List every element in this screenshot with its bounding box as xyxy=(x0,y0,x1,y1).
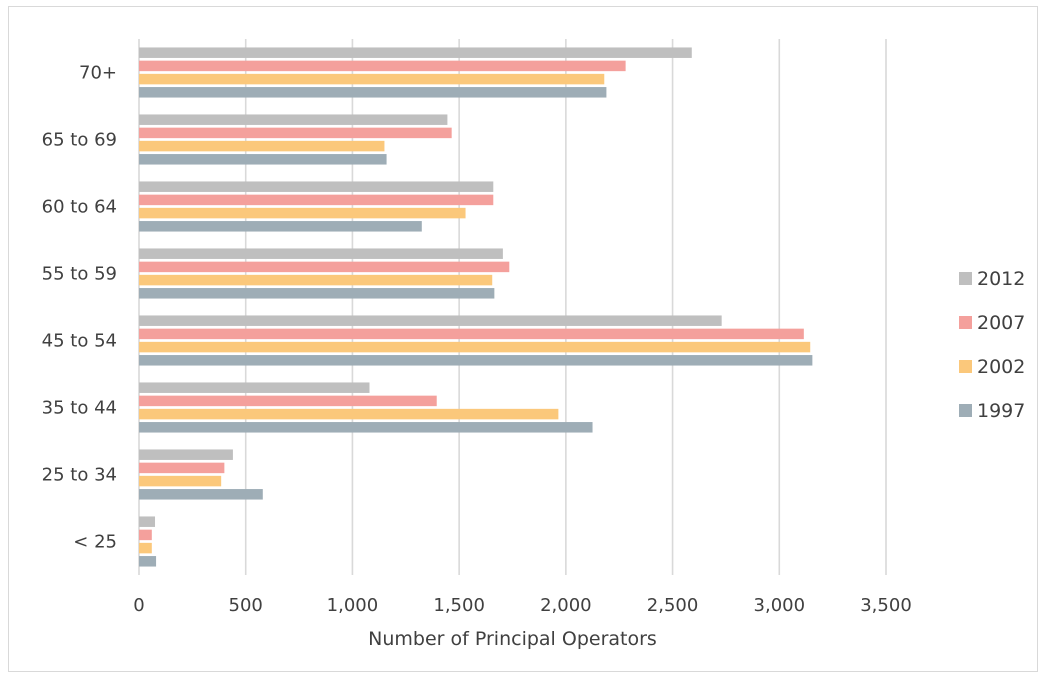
bar-2007-7 xyxy=(139,529,152,541)
x-tick-labels: 0 500 1,000 1,500 2,000 2,500 3,000 3,500 xyxy=(133,595,911,616)
bar-1997-4 xyxy=(139,355,813,366)
bar-chart: 70+ 65 to 69 60 to 64 55 to 59 45 to 54 35 to… xyxy=(42,39,1025,650)
x-tick-label-0: 0 xyxy=(133,595,144,616)
category-label-7: < 25 xyxy=(73,532,117,553)
bar-2012-4 xyxy=(139,315,722,326)
bar-1997-1 xyxy=(139,154,387,165)
bar-1997-2 xyxy=(139,221,422,232)
x-tick-label-1: 500 xyxy=(229,595,263,616)
bar-2012-7 xyxy=(139,516,156,527)
category-label-5: 35 to 44 xyxy=(42,398,117,419)
category-label-1: 65 to 69 xyxy=(42,130,117,151)
category-label-2: 60 to 64 xyxy=(42,197,117,218)
bar-2012-6 xyxy=(139,449,233,460)
legend-swatch-2007 xyxy=(959,316,972,329)
bar-2002-3 xyxy=(139,274,493,286)
legend: 2012 2007 2002 1997 xyxy=(959,268,1025,422)
category-labels: 70+ 65 to 69 60 to 64 55 to 59 45 to 54 35 to… xyxy=(42,63,117,553)
bars xyxy=(139,47,813,567)
bar-2007-5 xyxy=(139,395,437,407)
bar-2012-0 xyxy=(139,47,692,58)
legend-label-2007: 2007 xyxy=(977,312,1025,334)
bar-2007-3 xyxy=(139,261,510,273)
category-label-4: 45 to 54 xyxy=(42,331,117,352)
bar-2002-5 xyxy=(139,408,559,420)
category-label-6: 25 to 34 xyxy=(42,465,117,486)
legend-label-2012: 2012 xyxy=(977,268,1025,290)
bar-2007-4 xyxy=(139,328,804,340)
bar-2002-4 xyxy=(139,341,811,353)
bar-2007-2 xyxy=(139,194,494,206)
bar-2002-1 xyxy=(139,140,385,152)
bar-2007-1 xyxy=(139,127,452,139)
legend-label-2002: 2002 xyxy=(977,356,1025,378)
chart-frame: 70+ 65 to 69 60 to 64 55 to 59 45 to 54 35 to… xyxy=(8,6,1038,672)
bar-1997-6 xyxy=(139,489,263,500)
x-tick-label-5: 2,500 xyxy=(647,595,699,616)
bar-2002-2 xyxy=(139,207,466,219)
bar-2012-1 xyxy=(139,114,448,125)
bar-1997-0 xyxy=(139,87,607,98)
legend-label-1997: 1997 xyxy=(977,400,1025,422)
legend-swatch-1997 xyxy=(959,404,972,417)
bar-2012-5 xyxy=(139,382,370,393)
x-tick-label-4: 2,000 xyxy=(540,595,592,616)
x-tick-label-3: 1,500 xyxy=(433,595,485,616)
bar-2007-6 xyxy=(139,462,225,474)
bar-2002-7 xyxy=(139,542,152,554)
bar-2002-6 xyxy=(139,475,222,487)
bar-1997-3 xyxy=(139,288,495,299)
category-label-3: 55 to 59 xyxy=(42,264,117,285)
bar-1997-7 xyxy=(139,556,157,567)
bar-2002-0 xyxy=(139,73,605,85)
legend-swatch-2012 xyxy=(959,272,972,285)
x-tick-label-7: 3,500 xyxy=(860,595,912,616)
bar-2007-0 xyxy=(139,60,626,72)
legend-swatch-2002 xyxy=(959,360,972,373)
bar-1997-5 xyxy=(139,422,593,433)
x-axis-title: Number of Principal Operators xyxy=(368,628,657,650)
x-tick-label-6: 3,000 xyxy=(754,595,806,616)
category-label-0: 70+ xyxy=(79,63,117,84)
bar-2012-2 xyxy=(139,181,494,192)
bar-2012-3 xyxy=(139,248,503,259)
x-tick-label-2: 1,000 xyxy=(327,595,379,616)
